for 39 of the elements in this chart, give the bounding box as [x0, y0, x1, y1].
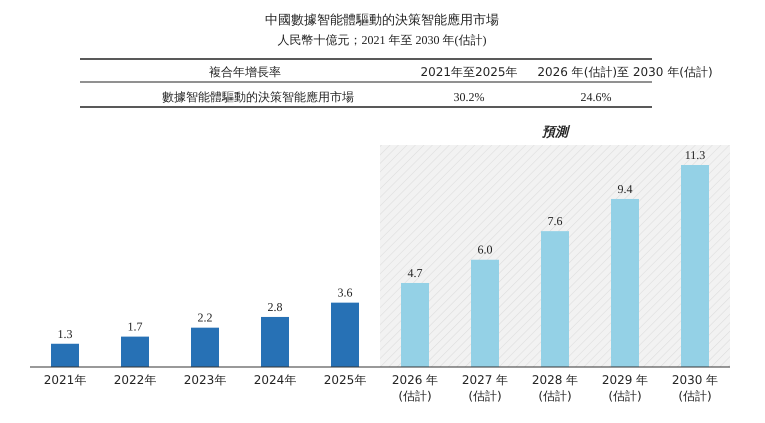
data-label: 11.3: [684, 148, 706, 162]
bar: [471, 260, 499, 367]
data-label: 9.4: [618, 182, 632, 196]
text: 複合年增長率: [209, 65, 281, 79]
chart-title: 中國數據智能體驅動的決策智能應用市場: [265, 13, 499, 28]
bar: [681, 165, 709, 367]
data-label: 6.0: [478, 242, 492, 257]
x-tick-label: 2024年: [254, 373, 296, 387]
band-label: 預測: [542, 125, 571, 140]
x-tick-label: 2022年: [114, 373, 156, 387]
x-tick-label: 2027 年(估計): [462, 373, 508, 403]
bar: [331, 302, 359, 367]
data-label: 2.8: [268, 300, 282, 314]
x-tick-label: 2028 年(估計): [532, 373, 578, 403]
x-tick-label: 2029 年(估計): [602, 373, 648, 403]
bar: [121, 336, 149, 367]
text: 2021年至2025年: [420, 65, 518, 79]
x-tick-label: 2023年: [184, 373, 226, 387]
bar: [611, 198, 639, 367]
x-tick-label: 2025年: [324, 373, 366, 387]
x-tick-label: 2030 年(估計): [672, 373, 718, 403]
data-label: 7.6: [548, 214, 562, 228]
chart-subtitle: 人民幣十億元；2021 年至 2030 年(估計): [278, 33, 486, 47]
data-label: 3.6: [338, 286, 352, 300]
x-tick-label: 2026 年(估計): [392, 373, 438, 403]
bar: [541, 231, 569, 367]
text: 24.6%: [580, 90, 612, 104]
data-label: 1.7: [128, 320, 142, 334]
text: 數據智能體驅動的決策智能應用市場: [162, 90, 354, 104]
x-tick-label: 2021年: [44, 373, 86, 387]
bar: [51, 344, 79, 367]
data-label: 4.7: [408, 266, 422, 280]
bar: [191, 328, 219, 367]
text: 2026 年(估計)至 2030 年(估計): [537, 65, 713, 79]
data-label: 1.3: [58, 326, 72, 341]
text: 30.2%: [454, 90, 484, 104]
bar: [401, 282, 429, 367]
data-label: 2.2: [198, 310, 212, 325]
bar: [261, 316, 289, 367]
